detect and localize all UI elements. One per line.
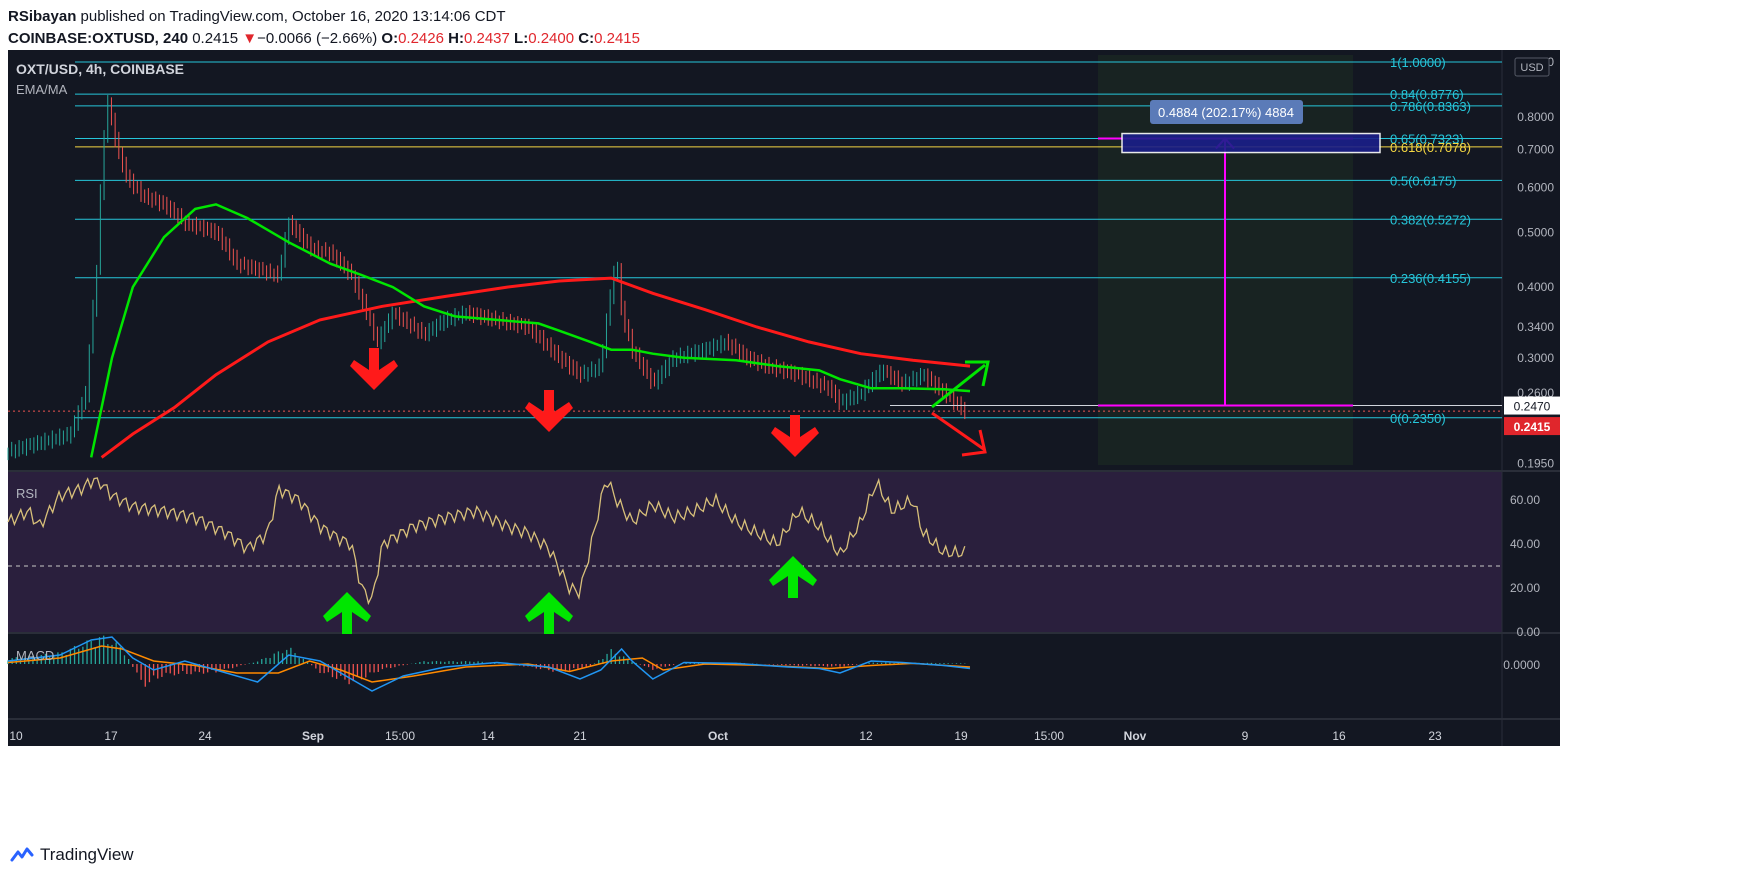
rsi-label: RSI: [16, 486, 38, 501]
x-tick-label: 19: [954, 729, 968, 743]
author-name[interactable]: RSibayan: [8, 8, 77, 25]
price-tick-label: 0.1950: [1517, 457, 1554, 471]
fib-level-label: 0.618(0.7078): [1390, 140, 1471, 155]
fib-level-label: 1(1.0000): [1390, 55, 1446, 70]
price-tick-label: 0.4000: [1517, 280, 1554, 294]
x-tick-label: 21: [573, 729, 587, 743]
low-value: 0.2400: [528, 30, 575, 47]
measure-label-bg: [1150, 100, 1303, 124]
projection-down-arrow-icon: [931, 411, 987, 457]
publish-line: RSibayan published on TradingView.com, O…: [8, 6, 640, 28]
rsi-tick-label: 40.00: [1510, 537, 1540, 551]
pane-title: OXT/USD, 4h, COINBASE: [16, 61, 184, 77]
down-arrow-icon: [350, 348, 398, 390]
x-tick-label: 15:00: [1034, 729, 1064, 743]
down-arrow-icon: [525, 390, 573, 432]
last-price-tag-bg: [1504, 417, 1560, 436]
fib-level-label: 0.382(0.5272): [1390, 212, 1471, 227]
price-tick-label: 0.3400: [1517, 320, 1554, 334]
currency-tag-bg: [1514, 57, 1550, 77]
publish-info: published on TradingView.com, October 16…: [80, 8, 506, 25]
symbol-label: COINBASE:OXTUSD, 240: [8, 30, 189, 47]
up-arrow-icon: [323, 592, 371, 634]
x-tick-label: 12: [859, 729, 873, 743]
down-arrow-icon: [771, 415, 819, 457]
ma-line: [100, 276, 971, 459]
macd-label: MACD: [16, 648, 54, 663]
price-tick-label: 0.8000: [1517, 110, 1554, 124]
x-tick-label: 15:00: [385, 729, 415, 743]
rsi-band-background: [8, 472, 1502, 632]
price-tick-label: 0.5000: [1517, 225, 1554, 239]
high-value: 0.2437: [463, 30, 510, 47]
x-tick-label: 14: [481, 729, 495, 743]
rsi-tick-label: 60.00: [1510, 493, 1540, 507]
price-tick-label: 0.7000: [1517, 143, 1554, 157]
rsi-line: [7, 477, 966, 606]
x-tick-label: Oct: [708, 729, 728, 743]
footer-brand: TradingView: [10, 845, 134, 865]
rsi-tick-label: 0.00: [1517, 625, 1541, 639]
chart-header: RSibayan published on TradingView.com, O…: [8, 6, 640, 50]
fib-zone-box: [1121, 132, 1381, 154]
open-label: O:: [381, 30, 399, 47]
x-tick-label: Nov: [1124, 729, 1147, 743]
up-arrow-icon: [525, 592, 573, 634]
fib-level-label: 0(0.2350): [1390, 411, 1446, 426]
tradingview-logo-icon: [10, 847, 34, 862]
macd-line: [7, 636, 971, 692]
close-label: C:: [578, 30, 595, 47]
last-price: 0.2415: [192, 30, 239, 47]
price-tick-label: 0.2600: [1517, 386, 1554, 400]
price-tick-label: 0.3000: [1517, 351, 1554, 365]
fib-level-label: 0.786(0.8363): [1390, 99, 1471, 114]
macd-tick-label: 0.0000: [1503, 658, 1540, 672]
measure-label: 0.4884 (202.17%) 4884: [1158, 105, 1294, 120]
projection-up-arrow-icon: [931, 360, 990, 409]
last-price-tag-label: 0.2415: [1514, 420, 1551, 434]
x-tick-label: 10: [9, 729, 23, 743]
price-change: −0.0066 (−2.66%): [257, 30, 378, 47]
low-label: L:: [514, 30, 529, 47]
brand-name[interactable]: TradingView: [40, 845, 134, 864]
rsi-tick-label: 20.00: [1510, 581, 1540, 595]
down-arrow-icon: ▼: [242, 30, 258, 47]
x-tick-label: Sep: [302, 729, 324, 743]
price-tag-label: 0.2470: [1514, 400, 1551, 414]
ema-line: [89, 203, 971, 458]
fib-level-label: 0.236(0.4155): [1390, 271, 1471, 286]
x-tick-label: 23: [1428, 729, 1442, 743]
x-tick-label: 17: [104, 729, 118, 743]
close-value: 0.2415: [594, 30, 640, 47]
indicator-label: EMA/MA: [16, 82, 68, 97]
x-tick-label: 9: [1242, 729, 1249, 743]
fib-level-label: 0.65(0.7323): [1390, 132, 1464, 147]
fib-level-label: 0.5(0.6175): [1390, 173, 1457, 188]
price-tick-label: 0.6000: [1517, 180, 1554, 194]
up-arrow-icon: [769, 556, 817, 598]
x-tick-label: 24: [198, 729, 212, 743]
currency-label: USD: [1520, 62, 1543, 74]
high-label: H:: [448, 30, 464, 47]
open-value: 0.2426: [398, 30, 444, 47]
x-tick-label: 16: [1332, 729, 1346, 743]
price-tag-bg: [1504, 396, 1560, 415]
fib-level-label: 0.84(0.8776): [1390, 87, 1464, 102]
quote-line: COINBASE:OXTUSD, 240 0.2415 ▼−0.0066 (−2…: [8, 28, 640, 50]
